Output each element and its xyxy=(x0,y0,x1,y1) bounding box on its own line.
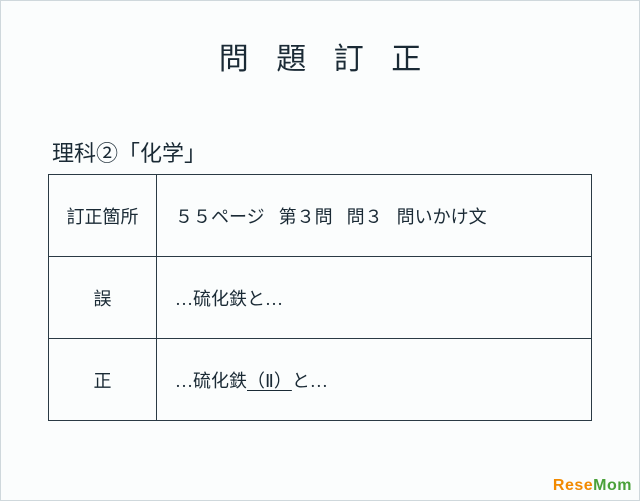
watermark-logo: ReseMom xyxy=(553,477,632,495)
subject-heading: 理科②「化学」 xyxy=(52,136,592,168)
row-body-location: ５５ページ第３問問３問いかけ文 xyxy=(157,175,592,257)
table-row: 訂正箇所 ５５ページ第３問問３問いかけ文 xyxy=(49,175,592,257)
document-page: 問 題 訂 正 理科②「化学」 訂正箇所 ５５ページ第３問問３問いかけ文 誤 …… xyxy=(0,0,640,421)
watermark-right: Mom xyxy=(593,477,632,494)
table-row: 誤 …硫化鉄と… xyxy=(49,257,592,339)
correction-table: 訂正箇所 ５５ページ第３問問３問いかけ文 誤 …硫化鉄と… 正 …硫化鉄（Ⅱ）と… xyxy=(48,174,592,421)
title-char: 問 xyxy=(219,43,249,76)
page-title: 問 題 訂 正 xyxy=(48,34,592,78)
title-char: 正 xyxy=(391,43,421,76)
row-label-wrong: 誤 xyxy=(49,257,157,339)
watermark-left: Rese xyxy=(553,477,593,494)
row-label-correct: 正 xyxy=(49,339,157,421)
title-char: 訂 xyxy=(334,43,364,76)
row-body-wrong: …硫化鉄と… xyxy=(157,257,592,339)
row-label-location: 訂正箇所 xyxy=(49,175,157,257)
title-char: 題 xyxy=(276,43,306,76)
table-row: 正 …硫化鉄（Ⅱ）と… xyxy=(49,339,592,421)
row-body-correct: …硫化鉄（Ⅱ）と… xyxy=(157,339,592,421)
